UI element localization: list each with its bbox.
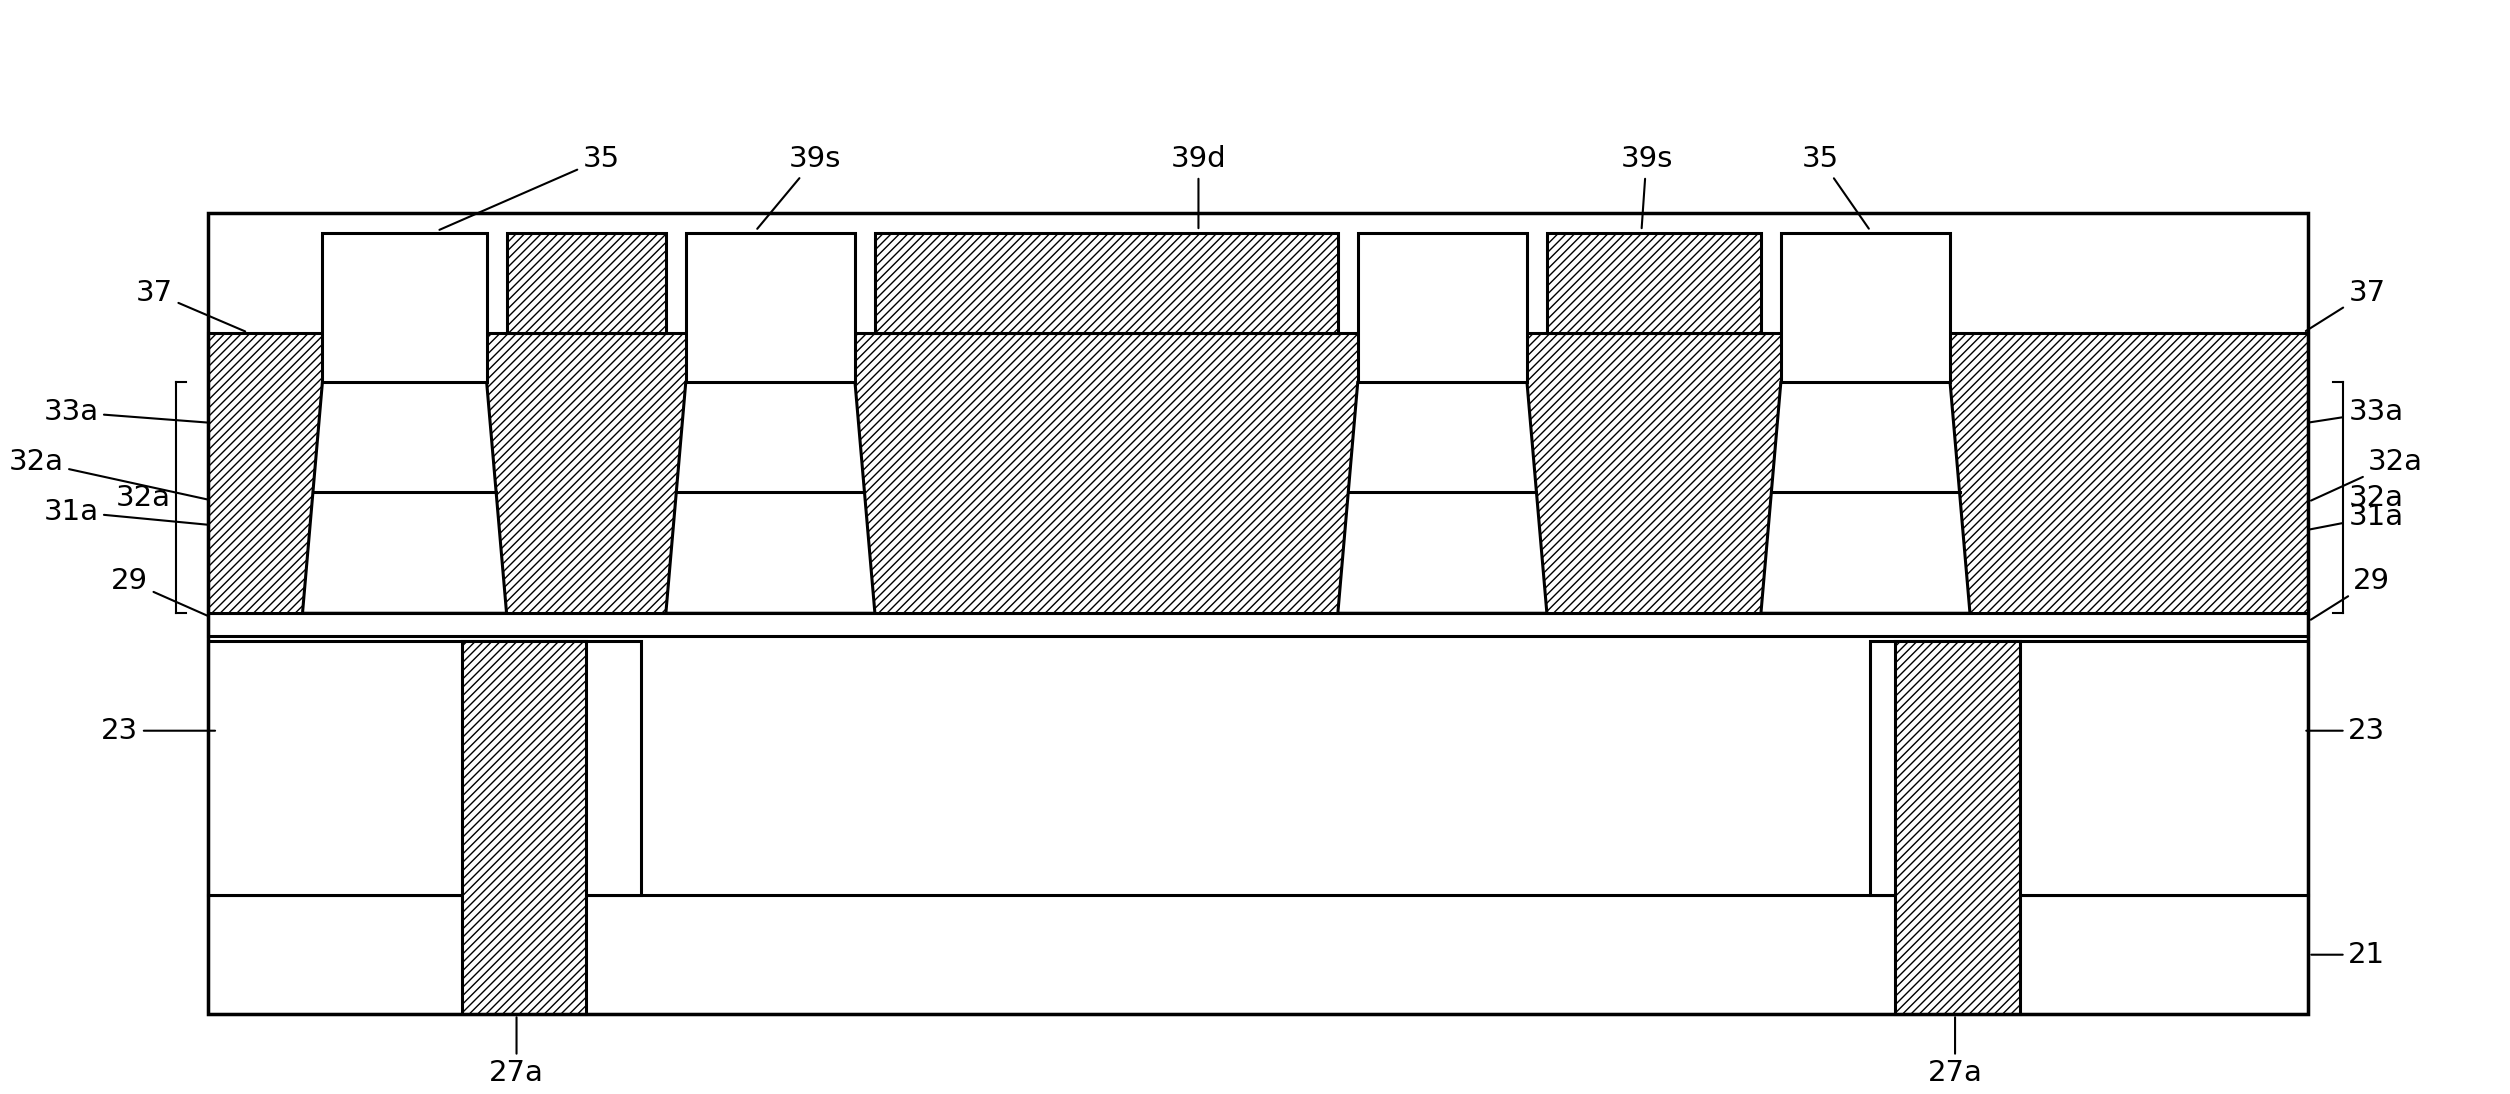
Bar — [208, 213, 2309, 1014]
Text: 39s: 39s — [758, 146, 841, 229]
Bar — [876, 233, 1338, 333]
Text: 27a: 27a — [489, 1017, 545, 1087]
Text: 23: 23 — [2307, 717, 2384, 745]
Bar — [1870, 641, 2309, 895]
Text: 39s: 39s — [1621, 146, 1672, 229]
Text: 37: 37 — [2307, 279, 2384, 331]
Bar — [1780, 233, 1950, 382]
Text: 21: 21 — [2312, 941, 2384, 968]
Text: 29: 29 — [110, 568, 218, 620]
Bar — [208, 614, 2309, 636]
Bar — [1895, 641, 2021, 1014]
Bar — [208, 895, 2309, 1014]
Bar — [1546, 233, 1762, 333]
Text: 35: 35 — [439, 146, 620, 230]
Text: 27a: 27a — [1928, 1017, 1983, 1087]
Text: 35: 35 — [1802, 146, 1870, 229]
Text: 31a: 31a — [43, 498, 226, 526]
Bar — [208, 641, 640, 895]
Bar — [321, 233, 487, 382]
Text: 37: 37 — [136, 279, 246, 331]
Polygon shape — [665, 382, 876, 614]
Bar — [1358, 233, 1526, 382]
Text: 32a: 32a — [115, 484, 171, 512]
Bar — [507, 233, 665, 333]
Text: 23: 23 — [100, 717, 216, 745]
Polygon shape — [1338, 382, 1546, 614]
Text: 39d: 39d — [1170, 146, 1227, 229]
Polygon shape — [304, 382, 507, 614]
Bar — [208, 333, 2309, 614]
Bar — [685, 233, 856, 382]
Bar — [462, 641, 587, 1014]
Text: 33a: 33a — [43, 398, 226, 427]
Text: 32a: 32a — [2312, 447, 2422, 501]
Text: 33a: 33a — [2302, 398, 2405, 427]
Polygon shape — [1762, 382, 1970, 614]
Text: 29: 29 — [2312, 568, 2390, 619]
Text: 31a: 31a — [2302, 502, 2405, 531]
Text: 32a: 32a — [8, 447, 216, 501]
Text: 32a: 32a — [2349, 484, 2402, 512]
